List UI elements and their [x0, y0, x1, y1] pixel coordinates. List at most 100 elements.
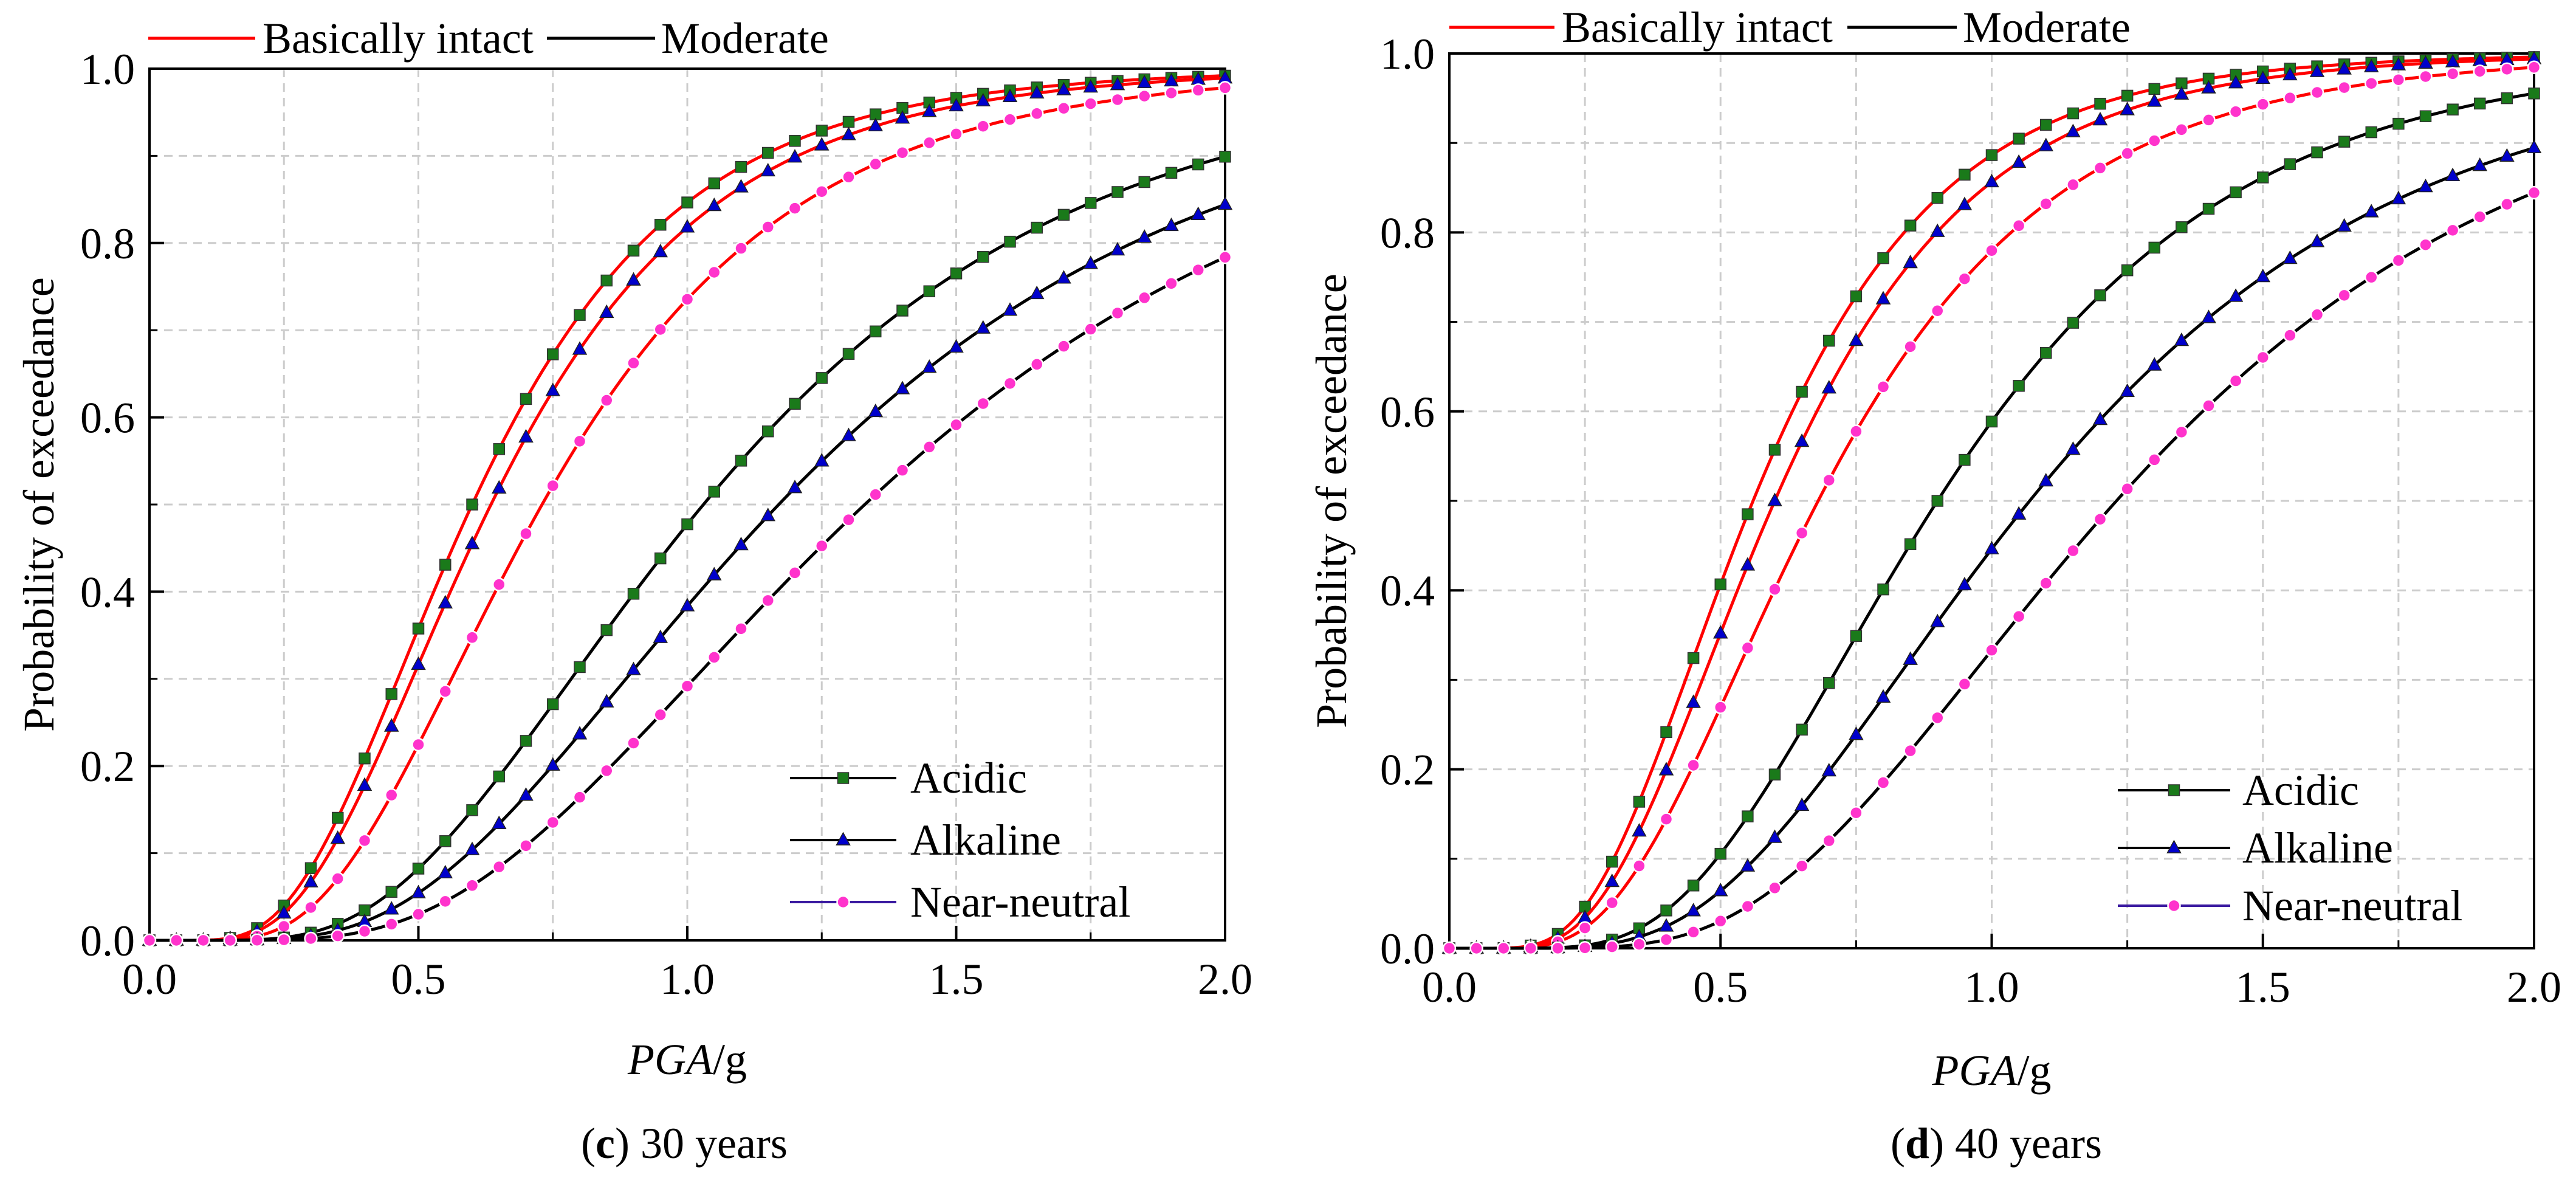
- data-point: [412, 863, 425, 875]
- data-point: [574, 661, 586, 674]
- data-point: [1633, 796, 1646, 808]
- data-point: [2419, 238, 2433, 252]
- data-point: [789, 135, 801, 147]
- data-point: [1164, 72, 1179, 87]
- data-point: [814, 453, 829, 467]
- data-point: [2365, 270, 2379, 284]
- data-point: [2038, 472, 2054, 487]
- data-point: [2011, 506, 2027, 520]
- series-near-neutral-moderate-markers: [142, 250, 1232, 948]
- y-tick-label: 0.0: [80, 917, 135, 965]
- data-point: [706, 567, 722, 580]
- data-point: [2174, 86, 2190, 100]
- data-point: [1984, 540, 1999, 554]
- data-point: [519, 839, 533, 853]
- data-point: [2338, 136, 2351, 148]
- data-point: [707, 650, 721, 664]
- data-point: [2310, 85, 2324, 100]
- data-point: [2391, 190, 2406, 205]
- data-point: [1659, 812, 1674, 826]
- x-tick-label: 0.0: [122, 955, 177, 1004]
- data-point: [438, 894, 452, 909]
- data-point: [816, 125, 828, 137]
- data-point: [1795, 526, 1809, 540]
- data-point: [1985, 243, 1999, 258]
- data-point: [1714, 914, 1728, 928]
- data-point: [2120, 146, 2134, 160]
- data-point: [1164, 277, 1178, 291]
- data-point: [2093, 161, 2107, 175]
- data-point: [2067, 317, 2080, 329]
- data-point: [1084, 97, 1097, 111]
- data-point: [2473, 64, 2487, 78]
- data-point: [2473, 210, 2487, 224]
- data-point: [2365, 76, 2379, 91]
- data-point: [2148, 134, 2162, 148]
- data-point: [2039, 576, 2053, 590]
- data-point: [789, 398, 801, 410]
- legend-marker-alkaline: [836, 832, 851, 846]
- y-tick-label: 0.6: [80, 394, 135, 443]
- data-point: [1931, 191, 1943, 204]
- data-point: [815, 539, 829, 553]
- data-point: [976, 396, 990, 411]
- data-point: [2066, 441, 2081, 455]
- x-axis-label: PGA/g: [627, 1035, 747, 1084]
- series-near-neutral-moderate-markers: [1442, 185, 2541, 956]
- data-point: [518, 787, 534, 801]
- data-point: [1959, 168, 1971, 181]
- data-point: [1875, 291, 1891, 305]
- x-axis-label: PGA/g: [1932, 1046, 2052, 1095]
- data-point: [1768, 881, 1782, 895]
- data-point: [1442, 941, 1457, 956]
- data-point: [1192, 158, 1204, 171]
- data-point: [2148, 83, 2160, 95]
- data-point: [519, 526, 533, 541]
- data-point: [734, 241, 748, 255]
- y-tick-label: 1.0: [80, 45, 135, 94]
- legend-marker-alkaline: [2166, 839, 2182, 853]
- y-axis-label: Probability of exceedance: [1307, 274, 1356, 728]
- y-tick-label: 0.8: [1380, 208, 1435, 257]
- data-point: [2527, 185, 2541, 200]
- caption-paren-close: ): [615, 1119, 630, 1168]
- data-point: [385, 917, 399, 931]
- data-point: [1111, 186, 1124, 198]
- y-tick-label: 0.8: [80, 219, 135, 268]
- data-point: [2337, 288, 2351, 303]
- data-point: [2013, 380, 2025, 392]
- data-point: [2094, 289, 2106, 301]
- data-point: [2282, 66, 2298, 81]
- data-point: [2066, 177, 2080, 192]
- data-point: [2255, 268, 2271, 283]
- data-point: [466, 804, 478, 816]
- caption-text: 30 years: [630, 1119, 788, 1168]
- data-point: [1658, 762, 1674, 776]
- data-point: [842, 512, 856, 527]
- data-point: [1849, 726, 1864, 740]
- data-point: [1578, 921, 1592, 935]
- data-point: [2013, 133, 2025, 145]
- legend-label-basically-intact: Basically intact: [263, 14, 534, 63]
- data-point: [357, 833, 372, 848]
- data-point: [1714, 700, 1728, 714]
- data-point: [2011, 219, 2026, 233]
- data-point: [465, 630, 479, 645]
- data-point: [2228, 105, 2243, 119]
- data-point: [2309, 233, 2325, 247]
- data-point: [2337, 61, 2352, 75]
- legend-marker-near-neutral: [2167, 898, 2181, 913]
- x-axis-label-unit: /g: [713, 1035, 747, 1084]
- data-point: [1057, 208, 1070, 221]
- data-point: [2040, 346, 2052, 359]
- data-point: [1164, 86, 1178, 100]
- legend-label-basically-intact: Basically intact: [1562, 3, 1833, 52]
- data-point: [1003, 112, 1017, 126]
- data-point: [572, 341, 588, 355]
- data-point: [760, 508, 776, 522]
- data-point: [1876, 380, 1891, 394]
- legend-conditions: Acidic Alkaline Near-neutral: [790, 754, 1130, 926]
- data-point: [304, 862, 317, 874]
- data-point: [1931, 711, 1945, 725]
- legend-label-acidic: Acidic: [910, 754, 1027, 802]
